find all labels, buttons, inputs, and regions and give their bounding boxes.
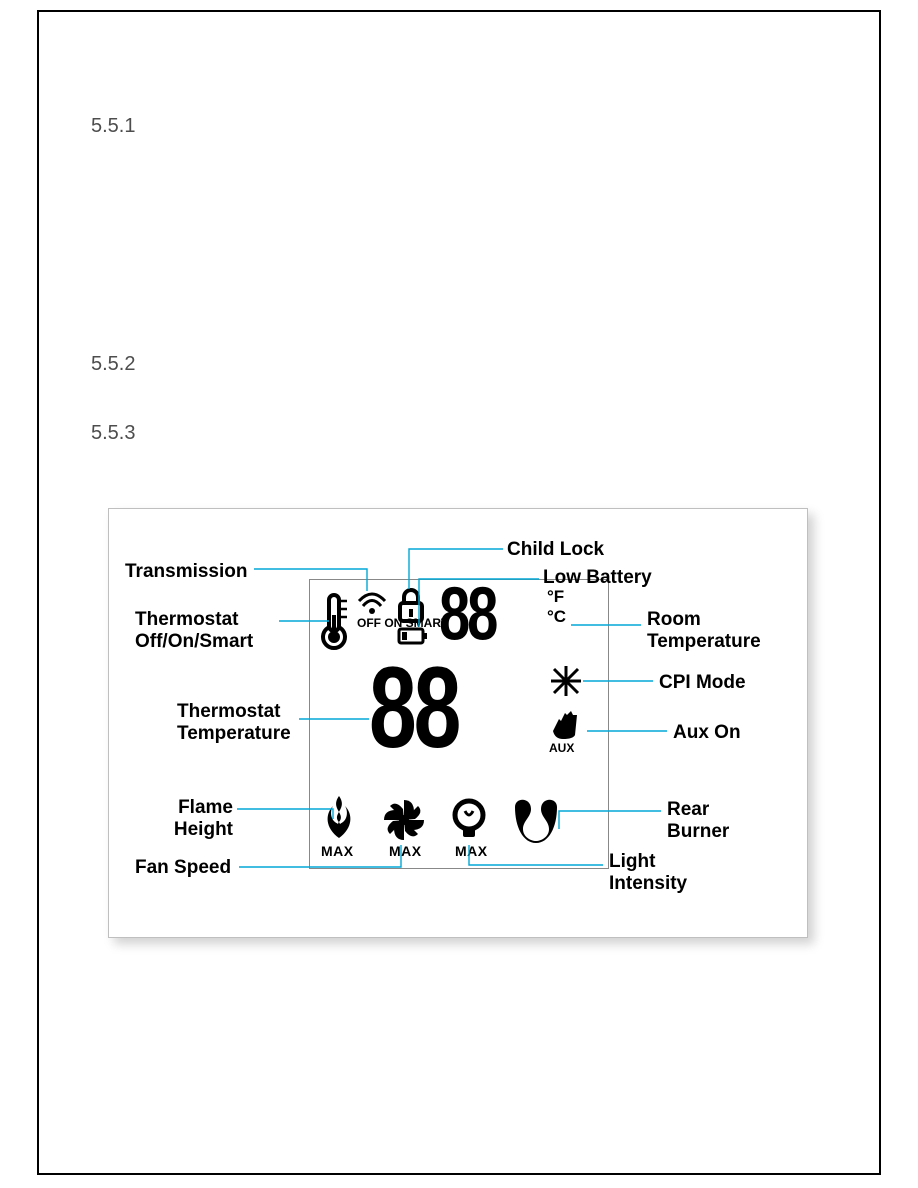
- section-number-1: 5.5.1: [91, 115, 135, 138]
- bulb-max: MAX: [455, 843, 488, 859]
- set-temp-digits: 88: [369, 659, 458, 757]
- label-low-battery: Low Battery: [543, 567, 652, 589]
- section-number-3: 5.5.3: [91, 422, 135, 445]
- label-cpi-mode: CPI Mode: [659, 672, 746, 694]
- label-fan-speed: Fan Speed: [135, 857, 231, 879]
- label-transmission: Transmission: [125, 561, 248, 583]
- label-flame-height: Flame Height: [143, 797, 233, 842]
- aux-text: AUX: [549, 741, 574, 755]
- snowflake-icon: [549, 664, 583, 703]
- fan-max: MAX: [389, 843, 422, 859]
- unit-c: °C: [547, 607, 566, 627]
- label-thermostat-temp: Thermostat Temperature: [177, 701, 291, 746]
- room-temp-digits: 88: [439, 583, 495, 647]
- flame-icon: [319, 794, 359, 847]
- section-number-2: 5.5.2: [91, 353, 135, 376]
- unit-f: °F: [547, 587, 564, 607]
- rear-burner-icon: [513, 795, 559, 850]
- label-rear-burner: Rear Burner: [667, 799, 729, 844]
- lock-icon: [397, 587, 425, 628]
- label-thermostat-mode: Thermostat Off/On/Smart: [135, 609, 253, 654]
- thermometer-icon: [317, 591, 351, 656]
- fan-icon: [381, 797, 427, 848]
- remote-display-diagram: OFF ON SMART 88 °F °C 88: [108, 508, 808, 938]
- flame-max: MAX: [321, 843, 354, 859]
- label-room-temp: Room Temperature: [647, 609, 761, 654]
- label-child-lock: Child Lock: [507, 539, 604, 561]
- label-light-intensity: Light Intensity: [609, 851, 687, 896]
- label-aux-on: Aux On: [673, 722, 741, 744]
